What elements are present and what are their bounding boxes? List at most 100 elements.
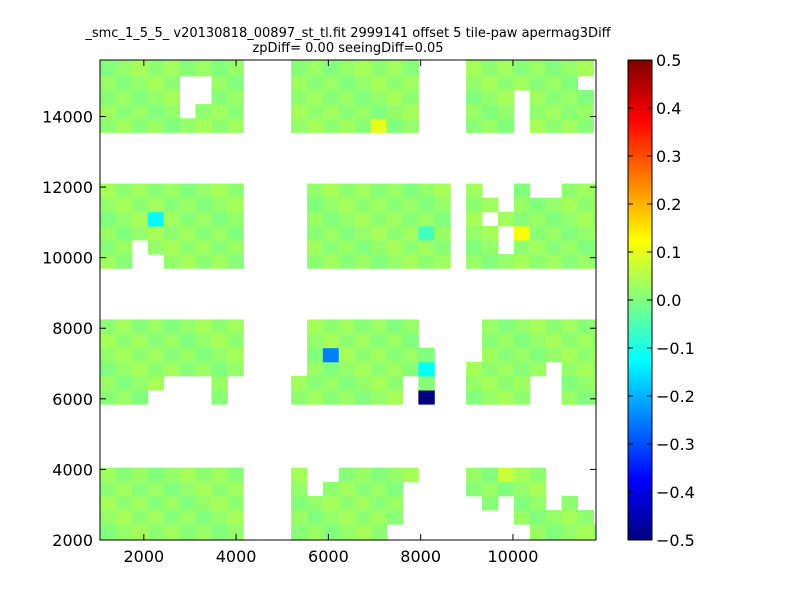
heatmap-cell [131,211,149,227]
heatmap-cell [418,183,435,199]
heatmap-cell [211,211,228,227]
heatmap-cell [545,197,563,213]
heatmap-cell [322,347,340,363]
heatmap-cell [418,361,435,377]
heatmap-cell [291,104,308,119]
plot-area: 2000 4000 6000 8000 10000 2000 4000 6000 8000 10… [42,59,597,566]
heatmap-cell [163,225,181,241]
heatmap-cell [402,347,419,363]
heatmap-cell [227,333,244,349]
heatmap-cell [338,211,356,227]
heatmap-cell [100,118,117,133]
heatmap-cell [577,319,594,335]
heatmap-cell [545,225,563,241]
x-tick-label: 8000 [400,547,441,566]
heatmap-cell [466,211,483,227]
heatmap-cell [115,467,133,483]
heatmap-cell [306,118,324,133]
heatmap-cell [434,240,451,255]
heatmap-cell [386,254,403,269]
heatmap-cell [561,90,579,105]
heatmap-cell [163,240,181,255]
heatmap-cell [354,183,372,199]
heatmap-cell [163,467,181,483]
heatmap-cell [195,481,212,497]
heatmap-cell [561,104,579,119]
heatmap-cell [211,390,228,405]
heatmap-cell [466,197,483,213]
heatmap-cell [386,211,403,227]
heatmap-cell [115,211,133,227]
heatmap-cell [179,319,197,335]
heatmap-cell [147,375,165,391]
heatmap-cell [418,375,435,391]
heatmap-cell [497,390,515,405]
heatmap-cell [402,104,419,119]
heatmap-cell [100,60,117,77]
heatmap-cell [513,390,531,405]
heatmap-cell [306,240,324,255]
heatmap-cell [131,347,149,363]
heatmap-cell [529,118,547,133]
heatmap-cell [291,90,308,105]
heatmap-cell [434,183,451,199]
heatmap-cell [466,183,483,199]
heatmap-cell [163,211,181,227]
heatmap-cell [370,510,388,525]
heatmap-cell [466,375,483,391]
heatmap-cell [386,104,403,119]
heatmap-cell [115,225,133,241]
heatmap-cell [354,319,372,335]
heatmap-cell [354,495,372,511]
heatmap-cell [100,183,117,199]
heatmap-cell [179,183,197,199]
heatmap-cell [593,211,597,227]
heatmap-cell [195,225,212,241]
colorbar: −0.5 −0.4 −0.3 −0.2 −0.1 0.0 0.1 0.2 0.3 0.4 0.5 [627,51,695,550]
heatmap-cell [561,211,579,227]
heatmap-cell [306,333,324,349]
heatmap-cell [227,104,244,119]
heatmap-cells [100,60,597,541]
heatmap-cell [338,361,356,377]
heatmap-cell [370,90,388,105]
heatmap-cell [227,90,244,105]
heatmap-cell [131,390,149,405]
heatmap-cell [386,390,403,405]
heatmap-cell [322,254,340,269]
heatmap-cell [466,254,483,269]
heatmap-cell [163,495,181,511]
heatmap-cell [545,211,563,227]
heatmap-cell [545,510,563,525]
heatmap-cell [163,524,181,541]
heatmap-cell [529,524,547,541]
heatmap-cell [402,118,419,133]
heatmap-cell [466,390,483,405]
heatmap-cell [163,60,181,77]
heatmap-cell [386,319,403,335]
heatmap-cell [513,225,531,241]
heatmap-cell [354,361,372,377]
heatmap-cell [227,225,244,241]
y-axis: 2000 4000 6000 8000 10000 12000 14000 [42,107,596,550]
colorbar-tick-label: −0.4 [656,483,695,502]
heatmap-cell [338,225,356,241]
heatmap-cell [338,183,356,199]
heatmap-cell [131,197,149,213]
heatmap-cell [577,510,594,525]
heatmap-cell [482,347,499,363]
heatmap-cell [482,75,499,91]
heatmap-cell [561,225,579,241]
heatmap-cell [163,90,181,105]
heatmap-cell [402,90,419,105]
heatmap-cell [115,390,133,405]
heatmap-cell [163,481,181,497]
heatmap-cell [545,90,563,105]
heatmap-cell [211,254,228,269]
heatmap-cell [513,197,531,213]
chart-title-line-2: zpDiff= 0.00 seeingDiff=0.05 [252,41,443,56]
heatmap-cell [577,375,594,391]
heatmap-cell [561,183,579,199]
heatmap-cell [577,361,594,377]
